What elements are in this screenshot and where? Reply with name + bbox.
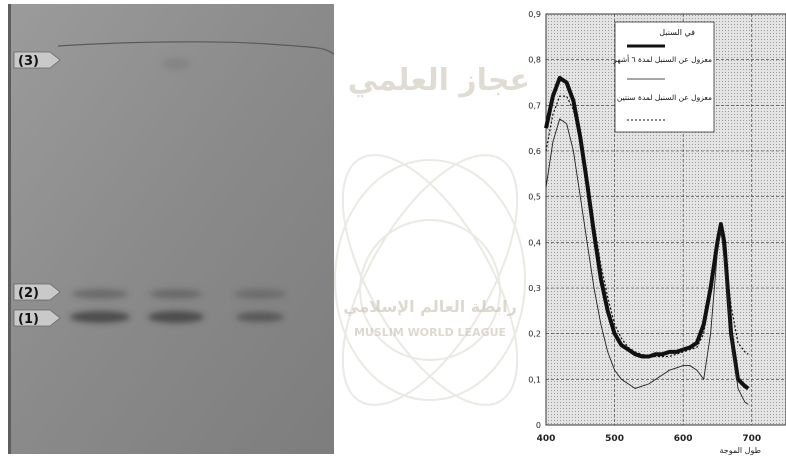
x-tick-label: 500 [605,434,624,444]
gel-photo: (3) (2) (1) [8,4,334,454]
legend-label-series-2: معزول عن السنبل لمدة ٦ أشهر [612,54,712,64]
y-tick-label: 0,6 [528,147,541,156]
y-tick-label: 0,3 [528,284,541,293]
legend-label-series-1: في السنبل [659,28,695,37]
y-tick-label: 0,5 [528,193,541,202]
marker-3-label: (3) [18,54,39,69]
x-tick-label: 400 [537,434,556,444]
legend-label-series-3: معزول عن السنبل لمدة سنتين [617,93,712,102]
y-tick-label: 0,4 [528,238,541,247]
y-axis: 0 0,1 0,2 0,3 0,4 0,5 0,6 0,7 0,8 0,9 [528,10,541,430]
band-lane3-lower [236,312,284,322]
watermark: عجاز العلمي رابطة العالم الإسلامي MUSLIM… [330,20,530,450]
band-lane2-lower [148,311,204,323]
x-tick-label: 700 [742,434,761,444]
y-tick-label: 0,7 [528,101,541,110]
legend: في السنبل معزول عن السنبل لمدة ٦ أشهر مع… [612,22,714,132]
x-axis-label: طول الموجة [719,446,761,455]
y-tick-label: 0 [536,421,541,430]
y-tick-label: 0,2 [528,330,541,339]
watermark-league-arabic: رابطة العالم الإسلامي [343,297,517,317]
marker-1-label: (1) [18,312,39,327]
band-lane1-upper [72,289,128,299]
band-lane1-lower [70,311,130,323]
y-tick-label: 0,1 [528,375,541,384]
watermark-arabic-title: عجاز العلمي [348,63,530,98]
x-axis: 400 500 600 700 [537,434,762,444]
spectrum-chart: 0 0,1 0,2 0,3 0,4 0,5 0,6 0,7 0,8 0,9 400 500 600 70… [515,0,786,460]
y-tick-label: 0,8 [528,56,541,65]
marker-2-label: (2) [18,286,39,301]
band-lane2-upper [150,289,202,299]
x-tick-label: 600 [674,434,693,444]
y-tick-label: 0,9 [528,10,541,19]
gel-background [8,4,334,454]
band-lane3-upper [234,289,286,299]
watermark-league-english: MUSLIM WORLD LEAGUE [354,326,506,339]
